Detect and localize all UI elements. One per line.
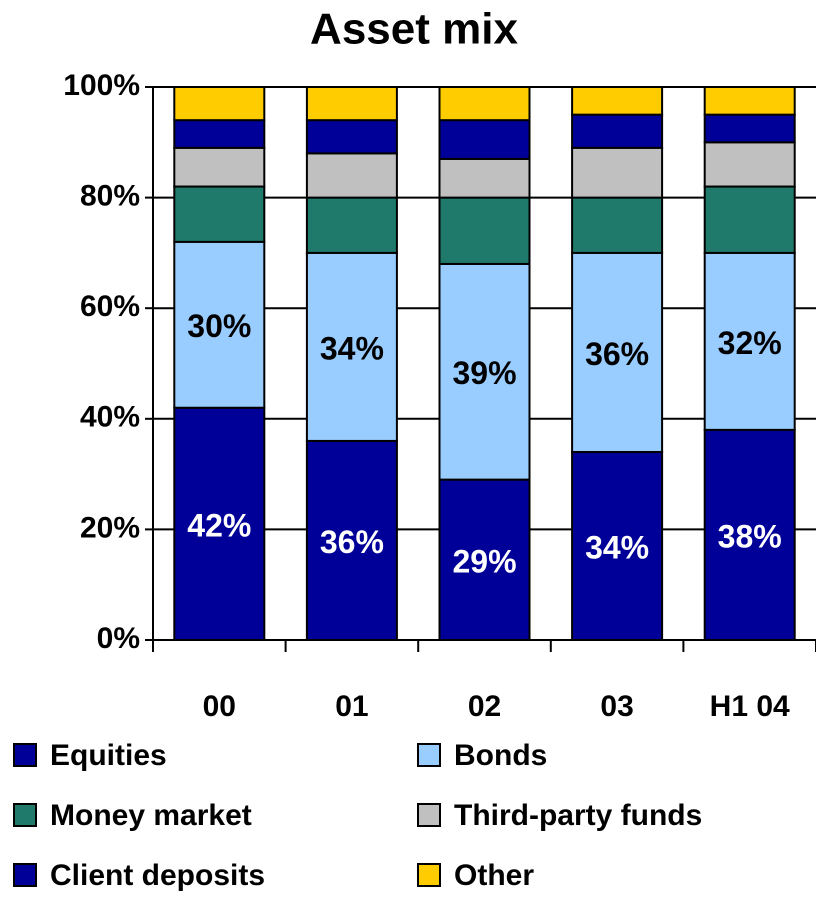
y-tick-label: 40% <box>80 401 140 434</box>
value-label: 32% <box>718 325 782 361</box>
bar-segment <box>703 113 796 144</box>
legend-swatch <box>417 863 441 887</box>
legend-swatch <box>13 803 37 827</box>
value-label: 39% <box>452 355 516 391</box>
y-tick-label: 100% <box>63 69 140 102</box>
bar-segment <box>438 86 531 122</box>
bar-segment <box>703 141 796 188</box>
bar-segment <box>571 146 664 199</box>
legend-label: Other <box>454 859 534 892</box>
bar-segment <box>571 113 664 149</box>
bar-segment <box>305 196 398 254</box>
bar-segment <box>438 157 531 199</box>
bar-segment <box>305 119 398 155</box>
legend-label: Client deposits <box>50 859 265 892</box>
legend-swatch <box>13 863 37 887</box>
bar-segment <box>703 251 796 431</box>
y-tick-label: 0% <box>97 622 140 655</box>
value-label: 36% <box>320 524 384 560</box>
legend-label: Third-party funds <box>454 799 702 832</box>
legend-label: Bonds <box>454 739 547 772</box>
bar-segment <box>173 146 266 188</box>
value-label: 34% <box>585 529 649 565</box>
bar-segment <box>703 185 796 254</box>
value-label: 34% <box>320 330 384 366</box>
bar-segment <box>305 86 398 122</box>
x-tick-label: 03 <box>600 690 633 723</box>
value-label: 29% <box>452 543 516 579</box>
y-tick-label: 20% <box>80 511 140 544</box>
chart-title: Asset mix <box>310 5 518 54</box>
bar-segment <box>571 450 664 642</box>
value-label: 42% <box>187 507 251 543</box>
legend-swatch <box>417 743 441 767</box>
bar-segment <box>703 428 796 641</box>
bar-segment <box>173 119 266 149</box>
y-tick-label: 60% <box>80 290 140 323</box>
bar-segment <box>173 185 266 243</box>
bar-segment <box>305 251 398 442</box>
bar-segment <box>305 152 398 199</box>
legend-swatch <box>13 743 37 767</box>
value-label: 38% <box>718 518 782 554</box>
legend-swatch <box>417 803 441 827</box>
x-tick-label: 02 <box>468 690 501 723</box>
bar-segment <box>438 119 531 160</box>
bar-segment <box>571 196 664 254</box>
legend-label: Equities <box>50 739 167 772</box>
x-tick-label: H1 04 <box>710 690 790 723</box>
bar-segment <box>703 86 796 116</box>
value-label: 36% <box>585 336 649 372</box>
x-tick-label: 00 <box>203 690 236 723</box>
legend-label: Money market <box>50 799 252 832</box>
x-tick-label: 01 <box>335 690 368 723</box>
bar-segment <box>438 478 531 641</box>
y-tick-label: 80% <box>80 180 140 213</box>
bar-segment <box>173 86 266 122</box>
bar-segment <box>438 196 531 265</box>
value-label: 30% <box>187 308 251 344</box>
bar-segment <box>438 262 531 481</box>
bar-segment <box>571 86 664 116</box>
bar-segment <box>571 251 664 453</box>
